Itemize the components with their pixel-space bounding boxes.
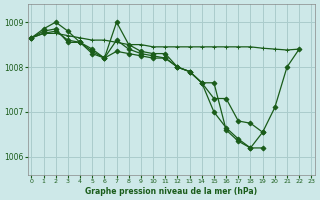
X-axis label: Graphe pression niveau de la mer (hPa): Graphe pression niveau de la mer (hPa) xyxy=(85,187,257,196)
